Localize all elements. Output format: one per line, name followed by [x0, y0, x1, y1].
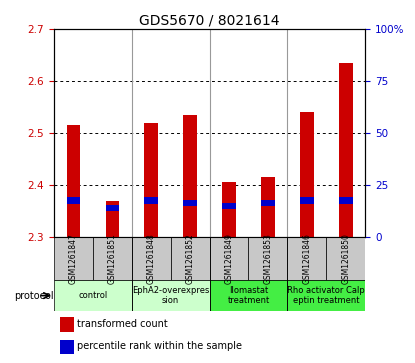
Text: GSM1261849: GSM1261849: [225, 233, 234, 284]
Bar: [339, 197, 353, 204]
Bar: [60, 340, 74, 354]
Bar: [144, 123, 158, 237]
Bar: [183, 115, 197, 237]
Text: percentile rank within the sample: percentile rank within the sample: [77, 341, 242, 351]
Text: transformed count: transformed count: [77, 319, 168, 329]
Text: GSM1261846: GSM1261846: [303, 233, 311, 284]
Bar: [66, 197, 80, 204]
Bar: [339, 63, 353, 237]
Text: GSM1261853: GSM1261853: [264, 233, 272, 284]
Bar: [171, 237, 210, 280]
Bar: [105, 205, 119, 212]
Title: GDS5670 / 8021614: GDS5670 / 8021614: [139, 14, 280, 28]
Bar: [287, 280, 365, 311]
Text: Ilomastat
treatment: Ilomastat treatment: [227, 286, 270, 305]
Bar: [210, 237, 249, 280]
Bar: [261, 200, 275, 206]
Text: GSM1261850: GSM1261850: [341, 233, 350, 284]
Bar: [222, 182, 236, 237]
Bar: [54, 280, 132, 311]
Text: control: control: [78, 291, 107, 300]
Bar: [93, 237, 132, 280]
Bar: [144, 197, 158, 204]
Text: GSM1261848: GSM1261848: [147, 233, 156, 284]
Text: GSM1261847: GSM1261847: [69, 233, 78, 284]
Bar: [261, 177, 275, 237]
Bar: [183, 200, 197, 206]
Bar: [132, 237, 171, 280]
Text: Rho activator Calp
eptin treatment: Rho activator Calp eptin treatment: [288, 286, 365, 305]
Bar: [249, 237, 287, 280]
Text: protocol: protocol: [15, 291, 54, 301]
Bar: [132, 280, 210, 311]
Bar: [300, 197, 314, 204]
Bar: [300, 112, 314, 237]
Bar: [54, 237, 93, 280]
Text: EphA2-overexpres
sion: EphA2-overexpres sion: [132, 286, 209, 305]
Bar: [60, 317, 74, 332]
Bar: [210, 280, 287, 311]
Bar: [287, 237, 326, 280]
Bar: [222, 203, 236, 209]
Bar: [326, 237, 365, 280]
Bar: [105, 200, 119, 237]
Text: GSM1261852: GSM1261852: [186, 233, 195, 284]
Text: GSM1261851: GSM1261851: [108, 233, 117, 284]
Bar: [66, 125, 80, 237]
